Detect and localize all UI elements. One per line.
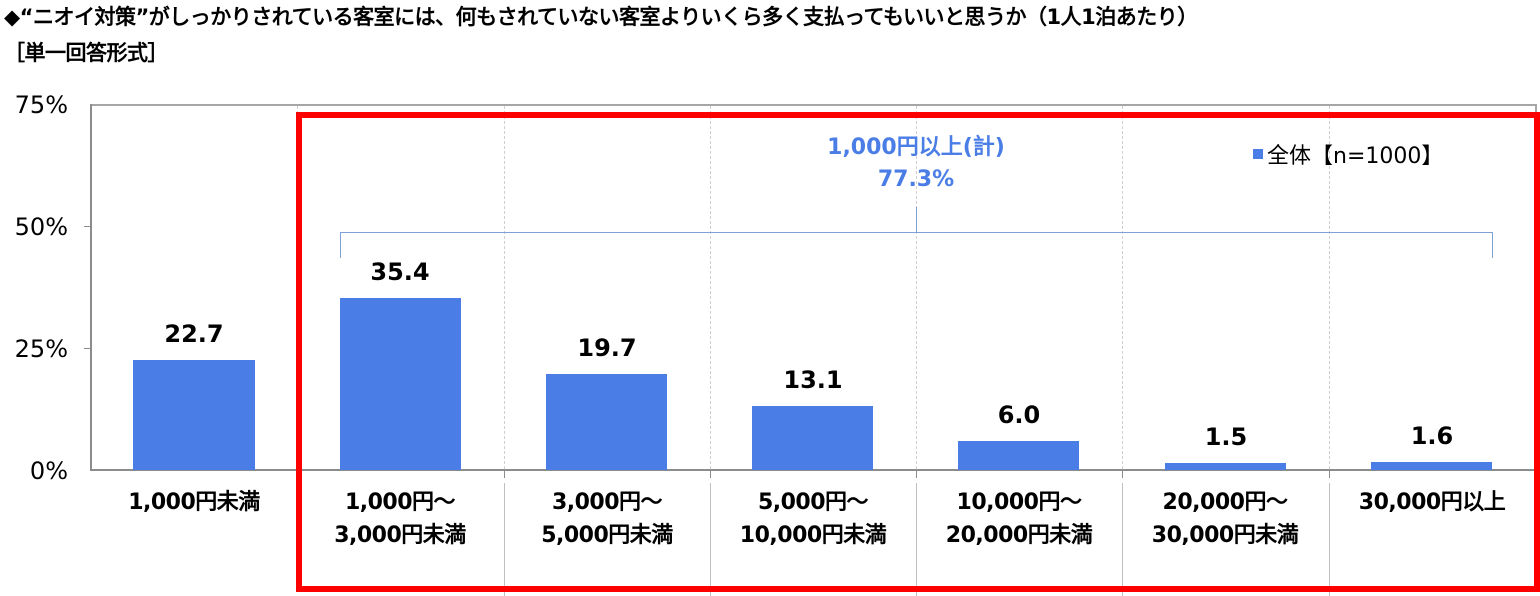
subtotal-annotation: 1,000円以上(計) 77.3%: [776, 132, 1056, 196]
x-tick-mark: [710, 470, 711, 478]
y-tick-label-25: 25%: [14, 335, 68, 363]
x-tick-mark: [1122, 470, 1123, 478]
x-label-line2: 10,000円未満: [739, 523, 887, 548]
x-label: 10,000円～ 20,000円未満: [916, 486, 1122, 552]
x-label-line2: 3,000円未満: [334, 523, 466, 548]
bar-10000-20000: [958, 441, 1079, 470]
value-label: 1.6: [1410, 422, 1454, 450]
value-label: 19.7: [577, 334, 637, 362]
plot-border-top: [91, 104, 1537, 106]
x-label-line1: 1,000円～: [344, 490, 456, 515]
x-tick-mark: [504, 470, 505, 478]
y-tick-mark-50: [84, 226, 91, 227]
category-divider: [1122, 483, 1123, 596]
x-label-line2: 5,000円未満: [541, 523, 673, 548]
x-tick-mark: [1329, 470, 1330, 478]
bracket-horizontal: [340, 232, 1493, 233]
subtotal-value: 77.3%: [877, 167, 955, 192]
y-tick-label-50: 50%: [14, 213, 68, 241]
value-label: 35.4: [370, 258, 430, 286]
bar-3000-5000: [546, 374, 667, 470]
x-label-line2: 20,000円未満: [945, 523, 1093, 548]
category-divider: [1329, 483, 1330, 596]
chart-title-line2: ［単一回答形式］: [4, 41, 169, 65]
value-label: 22.7: [164, 320, 224, 348]
y-tick-label-75: 75%: [14, 91, 68, 119]
x-label-line1: 3,000円～: [551, 490, 663, 515]
highlight-box: [296, 112, 1540, 592]
x-label-line1: 10,000円～: [956, 490, 1082, 515]
value-label: 13.1: [783, 366, 843, 394]
bar-20000-30000: [1165, 463, 1286, 470]
legend-swatch-icon: [1253, 149, 1263, 159]
x-label: 30,000円以上: [1329, 486, 1535, 519]
x-label: 1,000円未満: [91, 486, 297, 519]
x-label: 20,000円～ 30,000円未満: [1122, 486, 1328, 552]
gridline: [710, 106, 711, 469]
x-label-line1: 5,000円～: [757, 490, 869, 515]
gridline: [916, 106, 917, 469]
category-divider: [710, 483, 711, 596]
subtotal-label: 1,000円以上(計): [827, 135, 1005, 160]
bar-30000-plus: [1371, 462, 1492, 470]
bar-1000-3000: [340, 298, 461, 470]
legend: 全体【n=1000】: [1253, 138, 1443, 170]
x-label-line1: 1,000円未満: [128, 490, 260, 515]
gridline: [504, 106, 505, 469]
chart-title-line1: ◆“ニオイ対策”がしっかりされている客室には、何もされていない客室よりいくら多く…: [4, 5, 1198, 29]
gridline: [1122, 106, 1123, 469]
y-tick-label-0: 0%: [29, 457, 68, 485]
bar-under-1000: [133, 360, 255, 470]
x-axis: [91, 469, 1537, 471]
bracket-left-tick: [340, 232, 341, 258]
x-label-line1: 30,000円以上: [1358, 490, 1506, 515]
y-tick-mark-25: [84, 348, 91, 349]
x-label: 5,000円～ 10,000円未満: [710, 486, 916, 552]
y-axis: [90, 104, 92, 471]
gridline: [1329, 106, 1330, 469]
bracket-right-tick: [1492, 232, 1493, 258]
bracket-center-tick: [916, 207, 917, 232]
category-divider: [916, 483, 917, 596]
bar-5000-10000: [752, 406, 873, 470]
x-tick-mark: [916, 470, 917, 478]
value-label: 1.5: [1204, 423, 1248, 451]
category-divider: [504, 483, 505, 596]
legend-label: 全体【n=1000】: [1267, 144, 1444, 169]
x-label: 3,000円～ 5,000円未満: [504, 486, 710, 552]
x-label-line1: 20,000円～: [1162, 490, 1288, 515]
x-label-line2: 30,000円未満: [1151, 523, 1299, 548]
x-label: 1,000円～ 3,000円未満: [297, 486, 503, 552]
value-label: 6.0: [997, 401, 1041, 429]
